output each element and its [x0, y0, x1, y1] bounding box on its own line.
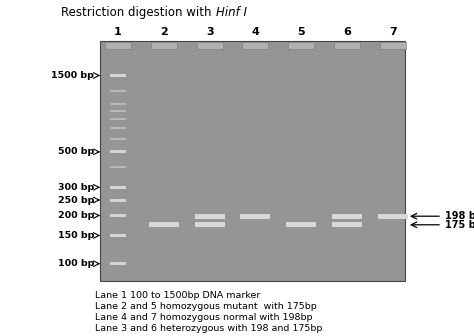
Text: 500 bp: 500 bp [58, 147, 94, 156]
Bar [110, 138, 126, 140]
Bar [240, 214, 271, 219]
Bar [286, 222, 316, 227]
Bar [110, 166, 126, 168]
Text: Lane 3 and 6 heterozygous with 198 and 175bp: Lane 3 and 6 heterozygous with 198 and 1… [95, 324, 322, 333]
Bar [332, 214, 362, 219]
Bar [195, 222, 225, 227]
Bar [243, 42, 268, 49]
Bar [105, 42, 131, 49]
Text: 3: 3 [206, 27, 213, 37]
Bar [110, 186, 126, 189]
Bar [110, 150, 126, 153]
Bar [110, 103, 126, 104]
Text: 7: 7 [389, 27, 397, 37]
Text: 1: 1 [114, 27, 122, 37]
Text: Restriction digestion with: Restriction digestion with [61, 6, 215, 19]
Bar [110, 127, 126, 129]
Text: 1500 bp: 1500 bp [51, 71, 94, 80]
Text: Lane 2 and 5 homozygous mutant  with 175bp: Lane 2 and 5 homozygous mutant with 175b… [95, 302, 317, 311]
Bar [100, 41, 405, 281]
Text: Lane 4 and 7 homozygous normal with 198bp: Lane 4 and 7 homozygous normal with 198b… [95, 313, 312, 322]
Text: 198 bp: 198 bp [445, 211, 474, 221]
Text: 150 bp: 150 bp [58, 231, 94, 240]
Text: 300 bp: 300 bp [58, 183, 94, 192]
Bar [332, 222, 362, 227]
Bar [378, 214, 408, 219]
Bar [110, 110, 126, 112]
Bar [149, 222, 179, 227]
Bar [110, 199, 126, 202]
Bar [110, 214, 126, 217]
Bar [288, 42, 314, 49]
Bar [110, 262, 126, 265]
Text: 2: 2 [160, 27, 168, 37]
Text: 175 bp: 175 bp [445, 220, 474, 230]
Bar [195, 214, 225, 219]
Bar [110, 118, 126, 120]
Bar [110, 74, 126, 77]
Bar [380, 42, 406, 49]
Text: 6: 6 [343, 27, 351, 37]
Bar [334, 42, 360, 49]
Bar [110, 90, 126, 92]
Text: Hinf I: Hinf I [216, 6, 247, 19]
Bar [110, 234, 126, 237]
Text: 100 bp: 100 bp [58, 259, 94, 268]
Text: 250 bp: 250 bp [58, 196, 94, 205]
Text: 5: 5 [298, 27, 305, 37]
Text: 200 bp: 200 bp [58, 211, 94, 220]
Text: Lane 1 100 to 1500bp DNA marker: Lane 1 100 to 1500bp DNA marker [95, 291, 260, 300]
Text: 4: 4 [252, 27, 259, 37]
Bar [197, 42, 223, 49]
Bar [151, 42, 177, 49]
